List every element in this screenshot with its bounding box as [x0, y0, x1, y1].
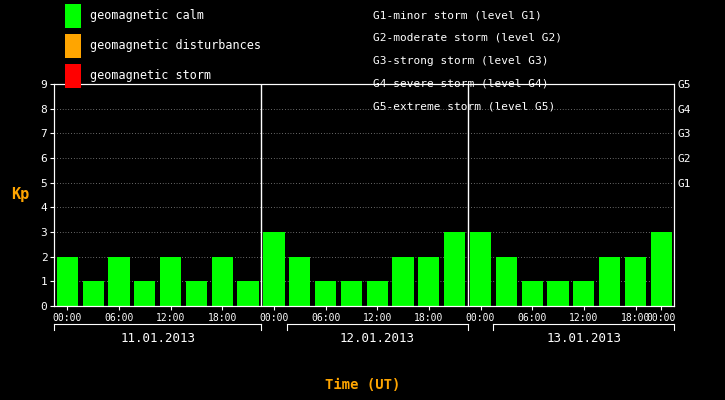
Bar [547, 281, 568, 306]
Bar [315, 281, 336, 306]
Text: geomagnetic calm: geomagnetic calm [90, 10, 204, 22]
Bar [496, 257, 517, 306]
Text: 13.01.2013: 13.01.2013 [547, 332, 621, 345]
Text: G4-severe storm (level G4): G4-severe storm (level G4) [373, 78, 549, 88]
Bar [289, 257, 310, 306]
Bar [134, 281, 155, 306]
Bar [367, 281, 388, 306]
Text: geomagnetic disturbances: geomagnetic disturbances [90, 40, 261, 52]
Text: Kp: Kp [11, 188, 30, 202]
Bar [470, 232, 491, 306]
Text: G1-minor storm (level G1): G1-minor storm (level G1) [373, 10, 542, 20]
Text: G5-extreme storm (level G5): G5-extreme storm (level G5) [373, 101, 555, 111]
Bar [625, 257, 646, 306]
Bar [263, 232, 284, 306]
Bar [599, 257, 621, 306]
Bar [212, 257, 233, 306]
Bar [186, 281, 207, 306]
Text: geomagnetic storm: geomagnetic storm [90, 70, 211, 82]
Bar [651, 232, 672, 306]
Text: 11.01.2013: 11.01.2013 [120, 332, 195, 345]
Bar [418, 257, 439, 306]
Bar [238, 281, 259, 306]
Bar [108, 257, 130, 306]
Bar [392, 257, 414, 306]
Bar [573, 281, 594, 306]
Text: G2-moderate storm (level G2): G2-moderate storm (level G2) [373, 33, 563, 43]
Text: Time (UT): Time (UT) [325, 378, 400, 392]
Text: 12.01.2013: 12.01.2013 [340, 332, 415, 345]
Bar [160, 257, 181, 306]
Bar [57, 257, 78, 306]
Bar [83, 281, 104, 306]
Text: G3-strong storm (level G3): G3-strong storm (level G3) [373, 56, 549, 66]
Bar [341, 281, 362, 306]
Bar [444, 232, 465, 306]
Bar [521, 281, 543, 306]
